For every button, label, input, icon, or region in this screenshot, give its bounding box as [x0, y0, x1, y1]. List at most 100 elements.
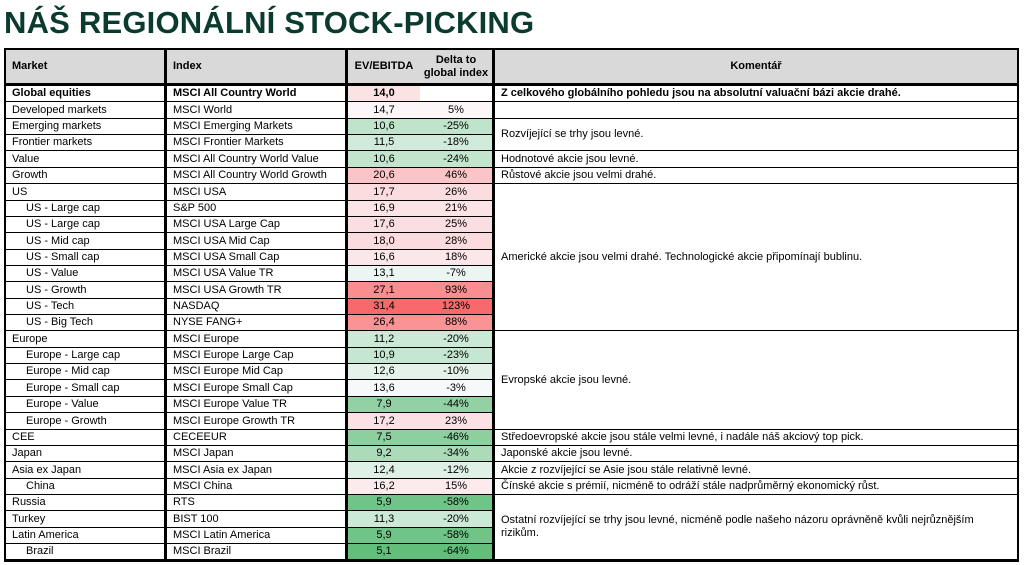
table-row-index: MSCI Europe Growth TR: [167, 413, 345, 429]
table-row-index-text: MSCI China: [173, 480, 233, 492]
table-row-market-text: Europe - Value: [26, 398, 99, 410]
table-row-index-text: MSCI USA: [173, 185, 227, 198]
table-row-ev-ebitda: 16,2: [348, 479, 420, 494]
table-row-delta-text: -18%: [443, 136, 469, 148]
table-row-ev-ebitda-text: 11,2: [373, 332, 395, 345]
table-row-delta-text: 18%: [444, 251, 468, 263]
table-row-delta-text: -10%: [443, 365, 469, 377]
table-row-index: MSCI Europe Value TR: [167, 397, 345, 412]
table-row-market: Europe - Value: [6, 397, 164, 412]
table-row-index-text: NASDAQ: [173, 300, 220, 312]
table-row-index: CECEEUR: [167, 430, 345, 445]
table-row-market: Turkey: [6, 511, 164, 527]
table-row-market: US - Big Tech: [6, 315, 164, 330]
table-row-market-text: US - Mid cap: [26, 234, 90, 247]
table-row-ev-ebitda-text: 13,1: [373, 267, 395, 279]
table-row-market-text: Japan: [12, 447, 42, 459]
table-row-ev-ebitda-text: 31,4: [373, 300, 395, 312]
table-row-ev-ebitda: 14,7: [348, 102, 420, 118]
table-row-delta-text: -7%: [446, 267, 466, 279]
table-row-index-text: MSCI Europe Mid Cap: [173, 365, 284, 377]
table-row-ev-ebitda: 14,0: [348, 86, 420, 101]
table-row-market: Latin America: [6, 528, 164, 543]
table-row-ev-ebitda: 10,6: [348, 119, 420, 134]
table-row-index-text: MSCI USA Value TR: [173, 267, 274, 279]
comment-cell: Ostatní rozvíjející se trhy jsou levné, …: [495, 495, 1017, 559]
table-row-index: NASDAQ: [167, 299, 345, 314]
header-comment: Komentář: [495, 50, 1017, 83]
table-row-index: MSCI Europe Large Cap: [167, 348, 345, 363]
table-row-index: MSCI Europe Small Cap: [167, 380, 345, 396]
table-row-delta-text: -64%: [443, 545, 469, 557]
table-row-ev-ebitda-text: 26,4: [373, 316, 395, 328]
table-row-index-text: MSCI Japan: [173, 447, 234, 459]
table-row-delta: 123%: [420, 299, 492, 314]
table-row-delta: 21%: [420, 201, 492, 216]
table-row-index: MSCI Europe Mid Cap: [167, 364, 345, 379]
comment-cell: Z celkového globálního pohledu jsou na a…: [495, 86, 1017, 101]
table-row-ev-ebitda-text: 11,3: [373, 512, 395, 525]
table-row-market-text: Europe - Large cap: [26, 349, 121, 361]
table-row-delta: 46%: [420, 168, 492, 183]
table-row-delta: 5%: [420, 102, 492, 118]
table-row-delta-text: -20%: [443, 512, 469, 525]
table-row-delta-text: 21%: [444, 202, 468, 214]
table-row-delta: -10%: [420, 364, 492, 379]
table-row-ev-ebitda: 27,1: [348, 282, 420, 298]
table-row-ev-ebitda: 5,1: [348, 544, 420, 559]
table-row-market: Brazil: [6, 544, 164, 559]
table-row-market: US: [6, 184, 164, 200]
comment-cell-text: Středoevropské akcie jsou stále velmi le…: [501, 431, 864, 443]
table-row-market: CEE: [6, 430, 164, 445]
table-row-market: China: [6, 479, 164, 494]
table-row-index-text: MSCI Europe Growth TR: [173, 414, 296, 427]
table-row-market-text: US - Big Tech: [26, 316, 94, 328]
table-row-index: MSCI USA Mid Cap: [167, 233, 345, 249]
table-row-index: MSCI Europe: [167, 331, 345, 347]
table-row-market: Growth: [6, 168, 164, 183]
table-row-delta-text: -3%: [446, 381, 466, 394]
table-row-index: MSCI All Country World Growth: [167, 168, 345, 183]
table-row-market-text: Global equities: [12, 87, 91, 99]
table-row-market-text: Russia: [12, 496, 46, 508]
table-row-index-text: NYSE FANG+: [173, 316, 243, 328]
header-ev-ebitda-label: EV/EBITDA: [354, 60, 414, 72]
comment-cell-text: Ostatní rozvíjející se trhy jsou levné, …: [501, 514, 974, 539]
table-row-market: US - Growth: [6, 282, 164, 298]
table-row-delta: -3%: [420, 380, 492, 396]
header-delta-line2: global index: [423, 66, 489, 79]
table-row-ev-ebitda-text: 14,7: [373, 103, 395, 116]
table-row-market: US - Small cap: [6, 250, 164, 265]
table-row-delta-text: 23%: [444, 414, 468, 427]
table-row-delta-text: 25%: [444, 218, 468, 230]
comment-cell-text: Z celkového globálního pohledu jsou na a…: [501, 87, 901, 99]
table-row-ev-ebitda-text: 10,9: [373, 349, 395, 361]
table-row-market: US - Tech: [6, 299, 164, 314]
table-row-delta-text: 93%: [444, 283, 468, 296]
table-row-index-text: MSCI All Country World Growth: [173, 169, 327, 181]
table-row-ev-ebitda-text: 5,9: [376, 529, 392, 541]
table-row-index-text: MSCI USA Growth TR: [173, 283, 282, 296]
table-row-delta: 26%: [420, 184, 492, 200]
table-row-index: MSCI Asia ex Japan: [167, 462, 345, 478]
table-row-index-text: MSCI Emerging Markets: [173, 120, 293, 132]
table-row-market-text: US - Value: [26, 267, 79, 279]
table-row-delta-text: 5%: [448, 103, 464, 116]
table-row-market-text: Turkey: [12, 512, 46, 525]
table-row-ev-ebitda: 11,2: [348, 331, 420, 347]
comment-cell: Rozvíjející se trhy jsou levné.: [495, 119, 1017, 150]
table-row-ev-ebitda-text: 7,5: [376, 431, 392, 443]
comment-cell-text: Růstové akcie jsou velmi drahé.: [501, 169, 657, 181]
comment-cell: Evropské akcie jsou levné.: [495, 331, 1017, 429]
table-row-ev-ebitda: 7,5: [348, 430, 420, 445]
table-row-ev-ebitda: 10,6: [348, 151, 420, 167]
table-row-market-text: Asia ex Japan: [12, 463, 82, 476]
table-row-market-text: Latin America: [12, 529, 79, 541]
table-row-index-text: S&P 500: [173, 202, 217, 214]
comment-cell: Americké akcie jsou velmi drahé. Technol…: [495, 184, 1017, 330]
table-row-market-text: US - Large cap: [26, 218, 100, 230]
table-row-market: Europe - Large cap: [6, 348, 164, 363]
table-row-market-text: US - Tech: [26, 300, 75, 312]
table-row-index-text: MSCI USA Large Cap: [173, 218, 280, 230]
comment-cell-text: Evropské akcie jsou levné.: [501, 373, 632, 386]
